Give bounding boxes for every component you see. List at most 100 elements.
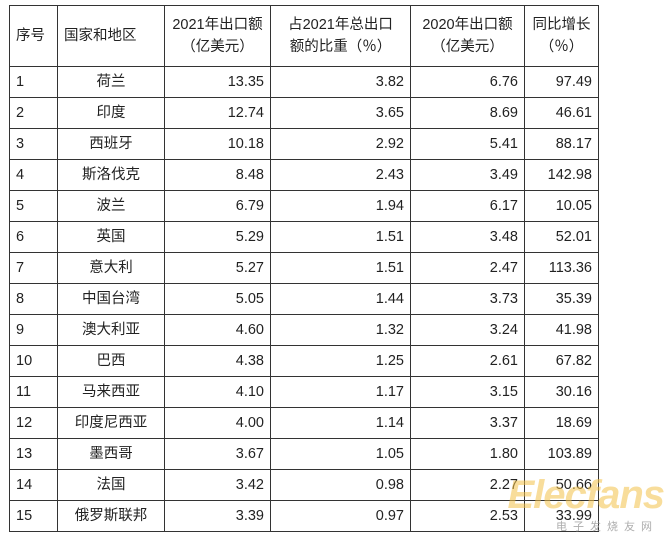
cell-index: 3 bbox=[9, 128, 58, 160]
cell-yoy: 113.36 bbox=[524, 252, 599, 284]
cell-region: 斯洛伐克 bbox=[57, 159, 165, 191]
cell-yoy: 10.05 bbox=[524, 190, 599, 222]
cell-yoy: 52.01 bbox=[524, 221, 599, 253]
cell-index: 9 bbox=[9, 314, 58, 346]
cell-region: 英国 bbox=[57, 221, 165, 253]
cell-yoy: 18.69 bbox=[524, 407, 599, 439]
header-yoy-line2: （％） bbox=[539, 39, 584, 55]
cell-export-2020: 2.61 bbox=[410, 345, 525, 377]
cell-yoy: 46.61 bbox=[524, 97, 599, 129]
cell-share: 1.51 bbox=[270, 252, 411, 284]
table-row: 13 墨西哥 3.67 1.05 1.80 103.89 bbox=[9, 438, 599, 470]
cell-share: 1.94 bbox=[270, 190, 411, 222]
header-yoy: 同比增长 （％） bbox=[524, 5, 599, 67]
table-row: 11 马来西亚 4.10 1.17 3.15 30.16 bbox=[9, 376, 599, 408]
table-row: 4 斯洛伐克 8.48 2.43 3.49 142.98 bbox=[9, 159, 599, 191]
table-row: 2 印度 12.74 3.65 8.69 46.61 bbox=[9, 97, 599, 129]
cell-index: 8 bbox=[9, 283, 58, 315]
cell-export-2021: 4.10 bbox=[164, 376, 271, 408]
cell-export-2021: 5.27 bbox=[164, 252, 271, 284]
cell-export-2020: 2.53 bbox=[410, 500, 525, 532]
cell-export-2020: 2.27 bbox=[410, 469, 525, 501]
cell-export-2020: 3.73 bbox=[410, 283, 525, 315]
header-index: 序号 bbox=[9, 5, 58, 67]
cell-export-2020: 3.37 bbox=[410, 407, 525, 439]
cell-export-2020: 8.69 bbox=[410, 97, 525, 129]
cell-share: 1.14 bbox=[270, 407, 411, 439]
table-row: 12 印度尼西亚 4.00 1.14 3.37 18.69 bbox=[9, 407, 599, 439]
cell-yoy: 142.98 bbox=[524, 159, 599, 191]
cell-region: 印度 bbox=[57, 97, 165, 129]
header-share: 占2021年总出口 额的比重（％） bbox=[270, 5, 411, 67]
cell-export-2021: 3.67 bbox=[164, 438, 271, 470]
cell-export-2020: 3.49 bbox=[410, 159, 525, 191]
table-row: 7 意大利 5.27 1.51 2.47 113.36 bbox=[9, 252, 599, 284]
header-export-2021-line2: （亿美元） bbox=[181, 39, 254, 55]
cell-export-2021: 5.05 bbox=[164, 283, 271, 315]
cell-index: 15 bbox=[9, 500, 58, 532]
cell-index: 2 bbox=[9, 97, 58, 129]
cell-index: 4 bbox=[9, 159, 58, 191]
cell-region: 巴西 bbox=[57, 345, 165, 377]
header-share-line1: 占2021年总出口 bbox=[288, 17, 393, 33]
cell-yoy: 30.16 bbox=[524, 376, 599, 408]
cell-region: 波兰 bbox=[57, 190, 165, 222]
cell-region: 意大利 bbox=[57, 252, 165, 284]
cell-region: 印度尼西亚 bbox=[57, 407, 165, 439]
table-body: 1 荷兰 13.35 3.82 6.76 97.49 2 印度 12.74 3.65 8.69 46.… bbox=[9, 66, 599, 532]
cell-export-2021: 3.42 bbox=[164, 469, 271, 501]
cell-region: 俄罗斯联邦 bbox=[57, 500, 165, 532]
cell-export-2021: 4.60 bbox=[164, 314, 271, 346]
cell-share: 1.17 bbox=[270, 376, 411, 408]
cell-export-2021: 3.39 bbox=[164, 500, 271, 532]
cell-yoy: 50.66 bbox=[524, 469, 599, 501]
cell-share: 0.97 bbox=[270, 500, 411, 532]
cell-yoy: 33.99 bbox=[524, 500, 599, 532]
header-export-2021-line1: 2021年出口额 bbox=[172, 17, 263, 33]
cell-index: 10 bbox=[9, 345, 58, 377]
cell-share: 3.65 bbox=[270, 97, 411, 129]
cell-export-2021: 4.00 bbox=[164, 407, 271, 439]
cell-export-2020: 1.80 bbox=[410, 438, 525, 470]
cell-export-2020: 5.41 bbox=[410, 128, 525, 160]
cell-export-2021: 10.18 bbox=[164, 128, 271, 160]
cell-region: 墨西哥 bbox=[57, 438, 165, 470]
table-row: 1 荷兰 13.35 3.82 6.76 97.49 bbox=[9, 66, 599, 98]
cell-index: 1 bbox=[9, 66, 58, 98]
table-header: 序号 国家和地区 2021年出口额 （亿美元） 占2021年总出口 额的比重（％… bbox=[9, 5, 599, 67]
cell-export-2021: 4.38 bbox=[164, 345, 271, 377]
cell-export-2020: 3.15 bbox=[410, 376, 525, 408]
cell-index: 14 bbox=[9, 469, 58, 501]
cell-region: 马来西亚 bbox=[57, 376, 165, 408]
header-export-2020-line1: 2020年出口额 bbox=[422, 17, 513, 33]
header-export-2020: 2020年出口额 （亿美元） bbox=[410, 5, 525, 67]
cell-export-2020: 3.24 bbox=[410, 314, 525, 346]
header-export-2021: 2021年出口额 （亿美元） bbox=[164, 5, 271, 67]
export-table: 序号 国家和地区 2021年出口额 （亿美元） 占2021年总出口 额的比重（％… bbox=[9, 5, 599, 532]
cell-region: 澳大利亚 bbox=[57, 314, 165, 346]
cell-index: 5 bbox=[9, 190, 58, 222]
cell-region: 西班牙 bbox=[57, 128, 165, 160]
table-row: 10 巴西 4.38 1.25 2.61 67.82 bbox=[9, 345, 599, 377]
cell-export-2021: 5.29 bbox=[164, 221, 271, 253]
cell-yoy: 103.89 bbox=[524, 438, 599, 470]
cell-share: 1.05 bbox=[270, 438, 411, 470]
table-row: 8 中国台湾 5.05 1.44 3.73 35.39 bbox=[9, 283, 599, 315]
table-row: 6 英国 5.29 1.51 3.48 52.01 bbox=[9, 221, 599, 253]
cell-export-2020: 6.17 bbox=[410, 190, 525, 222]
cell-share: 3.82 bbox=[270, 66, 411, 98]
cell-export-2020: 2.47 bbox=[410, 252, 525, 284]
cell-index: 12 bbox=[9, 407, 58, 439]
cell-share: 1.44 bbox=[270, 283, 411, 315]
header-row: 序号 国家和地区 2021年出口额 （亿美元） 占2021年总出口 额的比重（％… bbox=[9, 5, 599, 67]
cell-yoy: 41.98 bbox=[524, 314, 599, 346]
cell-region: 中国台湾 bbox=[57, 283, 165, 315]
cell-export-2021: 6.79 bbox=[164, 190, 271, 222]
cell-index: 11 bbox=[9, 376, 58, 408]
cell-yoy: 97.49 bbox=[524, 66, 599, 98]
header-region-label: 国家和地区 bbox=[64, 28, 137, 44]
cell-yoy: 88.17 bbox=[524, 128, 599, 160]
header-export-2020-line2: （亿美元） bbox=[431, 39, 504, 55]
table-row: 5 波兰 6.79 1.94 6.17 10.05 bbox=[9, 190, 599, 222]
cell-index: 13 bbox=[9, 438, 58, 470]
